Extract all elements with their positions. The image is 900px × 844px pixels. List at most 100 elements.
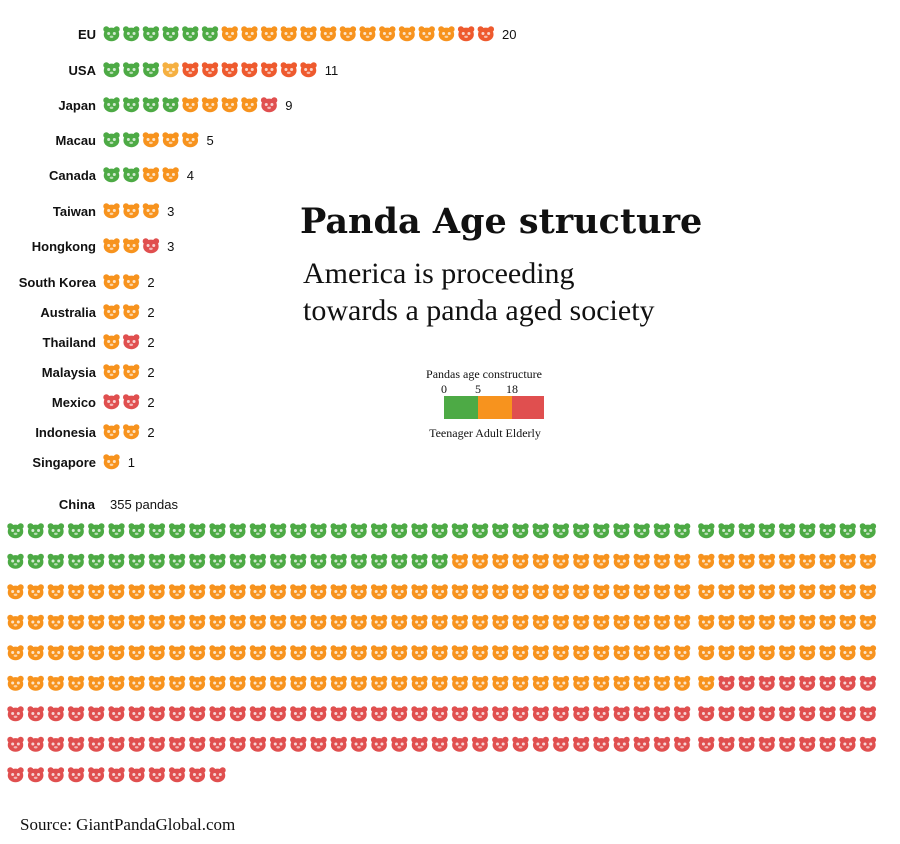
panda-icon-teenager [778,523,796,539]
panda-icon-elderly [758,675,776,691]
panda-icon-adult [738,614,755,630]
panda-icon-adult [103,454,120,470]
legend-swatch-adult [478,396,512,419]
panda-icon-teenager [182,26,199,42]
row-count: 3 [167,239,174,254]
panda-icon-teenager [269,553,287,569]
panda-icon-elderly [128,706,145,722]
panda-icon-adult [698,675,715,691]
panda-icon-adult [758,584,776,600]
panda-icon-elderly [471,706,489,722]
panda-icon-teenager [552,523,570,539]
panda-icon-teenager [88,523,105,539]
panda-icon-adult [319,26,337,42]
panda-icon-elderly [47,706,65,722]
panda-icon-elderly [67,736,85,752]
panda-icon-adult [128,584,145,600]
panda-icon-elderly [819,736,836,752]
panda-icon-adult [512,614,529,630]
panda-icon-elderly [799,706,816,722]
panda-icon-elderly [512,736,529,752]
panda-icon-elderly [229,706,246,722]
panda-icon-elderly [168,736,186,752]
panda-icon-adult [108,584,125,600]
panda-icon-adult [532,553,549,569]
panda-icon-adult [67,675,85,691]
panda-icon-elderly [310,736,327,752]
panda-icon-adult [168,584,186,600]
panda-icon-elderly [799,675,816,691]
panda-icon-adult [758,645,776,661]
row-label-canada: Canada [49,168,97,183]
panda-icon-adult [718,553,735,569]
panda-icon-adult [758,553,776,569]
panda-icon-adult [241,26,258,42]
panda-icon-elderly [552,736,570,752]
panda-icon-adult [370,614,388,630]
panda-icon-elderly [391,706,408,722]
panda-icon-elderly [122,394,140,410]
panda-icon-elderly [67,706,85,722]
panda-icon-teenager [168,553,186,569]
panda-icon-adult [819,553,836,569]
panda-icon-adult [799,614,816,630]
panda-icon-teenager [431,523,448,539]
panda-icon-teenager [758,523,776,539]
panda-icon-adult [438,26,455,42]
panda-icon-elderly [168,706,186,722]
panda-icon-adult [532,584,549,600]
panda-icon-elderly [411,736,428,752]
panda-icon-adult [431,584,448,600]
panda-icon-elderly [330,736,347,752]
panda-icon-teenager [330,523,347,539]
panda-icon-adult [103,274,120,290]
panda-icon-adult [27,584,44,600]
panda-icon-adult [330,614,347,630]
panda-icon-elderly [67,767,85,783]
panda-icon-elderly [431,736,448,752]
panda-icon-adult [492,614,509,630]
panda-icon-elderly [330,706,347,722]
panda-icon-adult [859,584,877,600]
panda-icon-elderly [477,26,495,42]
panda-icon-elderly [189,736,206,752]
panda-icon-adult [572,675,590,691]
row-label-taiwan: Taiwan [53,204,96,219]
panda-icon-adult [148,645,166,661]
panda-icon-adult [698,584,715,600]
panda-icon-teenager [189,553,206,569]
panda-icon-teenager [209,553,226,569]
panda-icon-elderly [350,736,368,752]
panda-icon-adult [229,675,246,691]
panda-icon-adult [290,645,307,661]
panda-icon-adult [633,584,650,600]
panda-icon-adult [698,614,715,630]
row-label-hongkong: Hongkong [32,239,96,254]
panda-icon-adult [330,645,347,661]
panda-icon-adult [88,584,105,600]
panda-icon-elderly [269,706,287,722]
panda-icon-elderly [633,736,650,752]
panda-icon-adult [249,584,267,600]
panda-icon-elderly [839,675,856,691]
panda-icon-adult [350,645,368,661]
row-count: 2 [147,275,154,290]
panda-icon-adult [103,424,120,440]
panda-icon-teenager [103,62,120,78]
panda-icon-adult [269,675,287,691]
panda-icon-adult [27,614,44,630]
panda-icon-teenager [350,523,368,539]
panda-icon-adult [839,614,856,630]
panda-icon-teenager [67,523,85,539]
panda-icon-teenager [572,523,590,539]
panda-icon-elderly [698,706,715,722]
panda-icon-elderly [249,706,267,722]
panda-icon-adult [103,304,120,320]
panda-icon-teenager [47,523,65,539]
panda-icon-adult [249,675,267,691]
legend-labels: Teenager Adult Elderly [429,426,541,440]
panda-icon-elderly [128,767,145,783]
panda-icon-teenager [411,553,428,569]
panda-icon-teenager [411,523,428,539]
panda-icon-adult [411,584,428,600]
